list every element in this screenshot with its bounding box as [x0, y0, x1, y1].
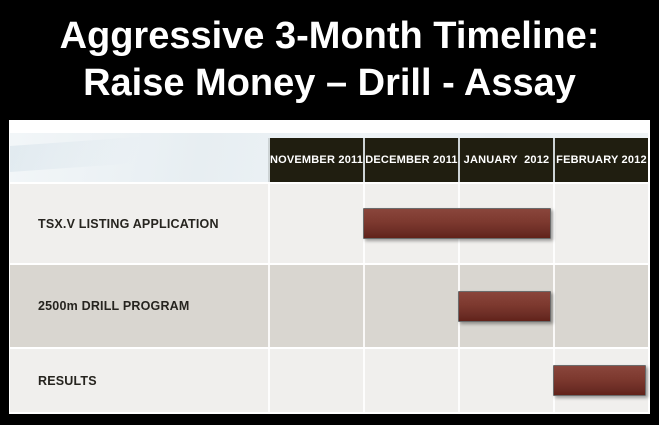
- gantt-bar: [363, 208, 551, 239]
- grid-cell: [268, 349, 363, 412]
- gantt-header-row: NOVEMBER 2011 DECEMBER 2011 JANUARY 2012 FE…: [10, 133, 648, 182]
- month-header-1: DECEMBER 2011: [363, 138, 458, 182]
- grid-cell: [268, 265, 363, 347]
- task-label: TSX.V LISTING APPLICATION: [38, 216, 219, 231]
- gantt-chart: NOVEMBER 2011 DECEMBER 2011 JANUARY 2012 FE…: [10, 133, 648, 412]
- grid-cell: [553, 265, 648, 347]
- slide-title-line1: Aggressive 3-Month Timeline:: [59, 15, 600, 57]
- gantt-body: TSX.V LISTING APPLICATION 2500m DRILL PRO…: [10, 182, 648, 412]
- grid-cell: [363, 349, 458, 412]
- task-row: 2500m DRILL PROGRAM: [10, 263, 648, 347]
- task-label: RESULTS: [38, 373, 97, 388]
- gantt-header-corner: [10, 133, 268, 182]
- task-row: RESULTS: [10, 347, 648, 412]
- month-header-3: FEBRUARY 2012: [553, 138, 648, 182]
- grid-cell: [268, 184, 363, 263]
- month-header-2: JANUARY 2012: [458, 138, 553, 182]
- task-label: 2500m DRILL PROGRAM: [38, 299, 190, 313]
- grid-cell: [458, 349, 553, 412]
- slide-title-line2: Raise Money – Drill - Assay: [83, 62, 576, 104]
- gantt-bar: [458, 290, 551, 322]
- slide-title: Aggressive 3-Month Timeline: Raise Money…: [0, 0, 659, 120]
- task-row: TSX.V LISTING APPLICATION: [10, 182, 648, 263]
- grid-cell: [363, 265, 458, 347]
- grid-cell: [553, 184, 648, 263]
- gantt-bar: [553, 365, 646, 396]
- month-header-0: NOVEMBER 2011: [268, 138, 363, 182]
